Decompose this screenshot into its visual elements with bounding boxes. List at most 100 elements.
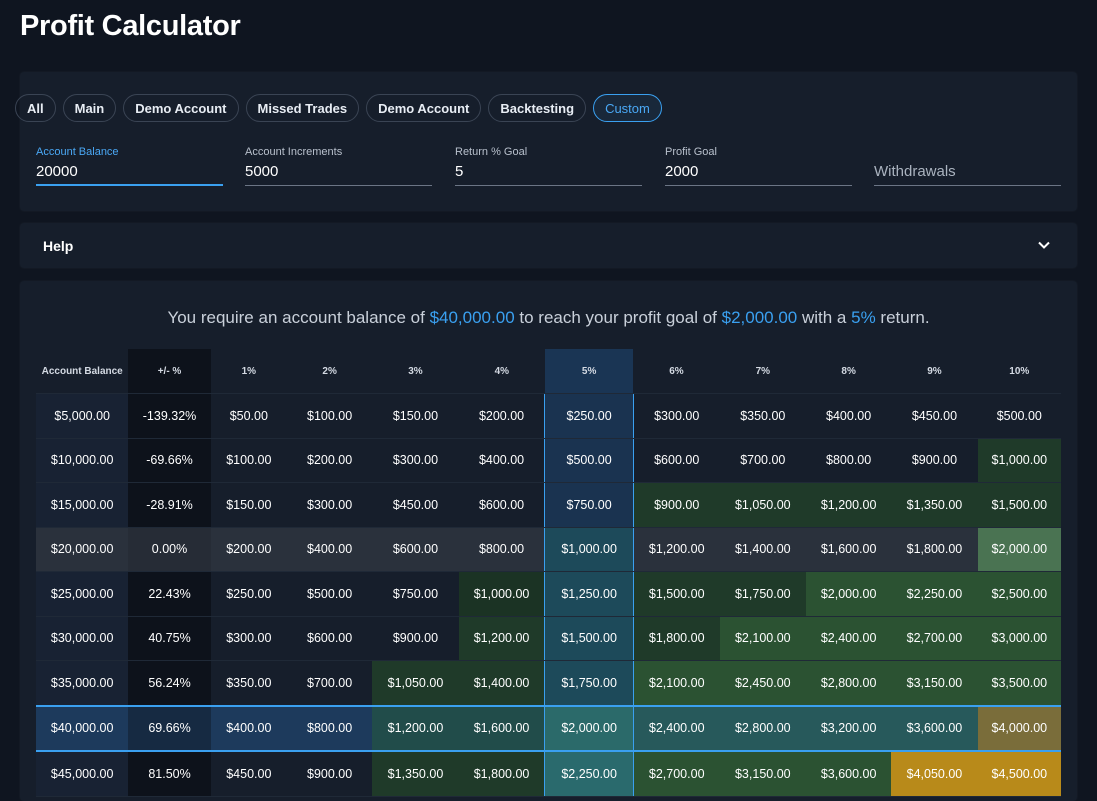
chip-demo-account[interactable]: Demo Account — [123, 94, 239, 122]
account-balance-input[interactable]: 20000 — [36, 163, 78, 180]
chevron-down-icon[interactable] — [1037, 238, 1051, 252]
change-percent-cell: 81.50% — [128, 751, 211, 797]
help-accordion[interactable]: Help — [20, 223, 1077, 268]
profit-cell: $800.00 — [286, 704, 373, 752]
header-change-percent: +/- % — [128, 349, 211, 394]
profit-cell: $2,000.00 — [977, 527, 1061, 572]
page-title: Profit Calculator — [20, 10, 241, 42]
table-row: $45,000.00 81.50% $450.00 $900.00 $1,350.00 $… — [36, 751, 1061, 797]
return-goal-field[interactable]: Return % Goal 5 — [455, 146, 642, 186]
profit-cell: $1,000.00 — [544, 527, 634, 572]
profit-cell: $2,100.00 — [633, 660, 720, 706]
profit-cell: $600.00 — [286, 616, 373, 661]
profit-cell: $400.00 — [805, 393, 892, 439]
summary-mid2: with a — [797, 308, 852, 327]
profit-cell: $3,500.00 — [977, 660, 1061, 706]
withdrawals-input[interactable]: Withdrawals — [874, 163, 956, 180]
chip-demo-account-2[interactable]: Demo Account — [366, 94, 482, 122]
profit-cell: $1,600.00 — [805, 527, 892, 572]
profit-goal-label: Profit Goal — [665, 146, 717, 158]
account-increments-underline — [245, 185, 432, 186]
profit-cell: $1,200.00 — [372, 704, 459, 752]
profit-cell: $900.00 — [286, 751, 373, 797]
account-balance-cell: $25,000.00 — [36, 571, 129, 617]
return-percent: 5% — [851, 308, 876, 327]
profit-cell: $3,200.00 — [805, 704, 892, 752]
profit-table: Account Balance +/- % 1% 2% 3% 4% 5% 6% 7% 8% 9% 10… — [36, 349, 1061, 797]
profit-cell: $150.00 — [210, 482, 287, 528]
profit-cell: $300.00 — [210, 616, 287, 661]
table-row: $25,000.00 22.43% $250.00 $500.00 $750.00 $1,… — [36, 571, 1061, 617]
chip-custom[interactable]: Custom — [593, 94, 662, 122]
profit-cell: $2,400.00 — [633, 704, 720, 752]
profit-cell: $600.00 — [633, 438, 720, 483]
summary-mid: to reach your profit goal of — [514, 308, 722, 327]
profit-cell: $200.00 — [210, 527, 287, 572]
profit-cell: $1,800.00 — [458, 751, 545, 797]
filters-card — [20, 72, 1077, 211]
header-return-5pct: 5% — [544, 349, 634, 394]
profit-table-card: You require an account balance of $40,00… — [20, 281, 1077, 801]
profit-cell: $500.00 — [544, 438, 634, 483]
chip-missed-trades[interactable]: Missed Trades — [245, 94, 360, 122]
account-increments-field[interactable]: Account Increments 5000 — [245, 146, 432, 186]
table-row: $20,000.00 0.00% $200.00 $400.00 $600.00 $800… — [36, 527, 1061, 572]
profit-cell: $2,500.00 — [977, 571, 1061, 617]
profit-cell: $900.00 — [633, 482, 720, 528]
profit-cell: $1,500.00 — [544, 616, 634, 661]
profit-cell: $4,500.00 — [977, 751, 1061, 797]
account-balance-field[interactable]: Account Balance 20000 — [36, 146, 223, 186]
account-balance-cell: $10,000.00 — [36, 438, 129, 483]
change-percent-cell: 22.43% — [128, 571, 211, 617]
profit-cell: $1,400.00 — [719, 527, 806, 572]
header-return-9pct: 9% — [891, 349, 978, 394]
return-goal-label: Return % Goal — [455, 146, 528, 158]
profit-cell: $750.00 — [372, 571, 459, 617]
profit-cell: $800.00 — [805, 438, 892, 483]
required-balance: $40,000.00 — [429, 308, 515, 327]
profit-cell: $1,400.00 — [458, 660, 545, 706]
chip-main[interactable]: Main — [62, 94, 117, 122]
profit-cell: $1,800.00 — [891, 527, 978, 572]
profit-cell: $300.00 — [286, 482, 373, 528]
profit-cell: $1,750.00 — [719, 571, 806, 617]
table-row: $40,000.00 69.66% $400.00 $800.00 $1,200.00 $… — [36, 704, 1061, 752]
account-balance-cell: $15,000.00 — [36, 482, 129, 528]
profit-cell: $3,600.00 — [891, 704, 978, 752]
profit-goal-field[interactable]: Profit Goal 2000 — [665, 146, 852, 186]
chip-all[interactable]: All — [15, 94, 56, 122]
profit-cell: $50.00 — [210, 393, 287, 439]
profit-cell: $2,400.00 — [805, 616, 892, 661]
profit-cell: $1,800.00 — [633, 616, 720, 661]
profit-cell: $2,800.00 — [805, 660, 892, 706]
account-balance-cell: $30,000.00 — [36, 616, 129, 661]
withdrawals-field[interactable]: Withdrawals — [874, 146, 1061, 186]
table-row: $35,000.00 56.24% $350.00 $700.00 $1,050.00 $… — [36, 660, 1061, 706]
profit-cell: $2,100.00 — [719, 616, 806, 661]
change-percent-cell: 56.24% — [128, 660, 211, 706]
table-row: $10,000.00 -69.66% $100.00 $200.00 $300.00 $4… — [36, 438, 1061, 483]
profit-cell: $700.00 — [719, 438, 806, 483]
profit-cell: $1,200.00 — [458, 616, 545, 661]
profit-cell: $1,000.00 — [458, 571, 545, 617]
profit-cell: $200.00 — [458, 393, 545, 439]
header-account-balance: Account Balance — [36, 349, 129, 394]
change-percent-cell: 69.66% — [128, 704, 211, 752]
profit-cell: $350.00 — [719, 393, 806, 439]
profit-cell: $350.00 — [210, 660, 287, 706]
profit-goal-input[interactable]: 2000 — [665, 163, 699, 180]
profit-cell: $1,050.00 — [372, 660, 459, 706]
profit-cell: $1,250.00 — [544, 571, 634, 617]
header-return-7pct: 7% — [719, 349, 806, 394]
profit-cell: $3,600.00 — [805, 751, 892, 797]
return-goal-input[interactable]: 5 — [455, 163, 464, 180]
profit-cell: $750.00 — [544, 482, 634, 528]
profit-cell: $2,250.00 — [544, 751, 634, 797]
profit-cell: $2,250.00 — [891, 571, 978, 617]
chip-backtesting[interactable]: Backtesting — [488, 94, 587, 122]
summary-text: You require an account balance of $40,00… — [20, 308, 1077, 328]
header-return-4pct: 4% — [458, 349, 545, 394]
profit-cell: $900.00 — [891, 438, 978, 483]
account-increments-input[interactable]: 5000 — [245, 163, 279, 180]
profit-cell: $1,600.00 — [458, 704, 545, 752]
